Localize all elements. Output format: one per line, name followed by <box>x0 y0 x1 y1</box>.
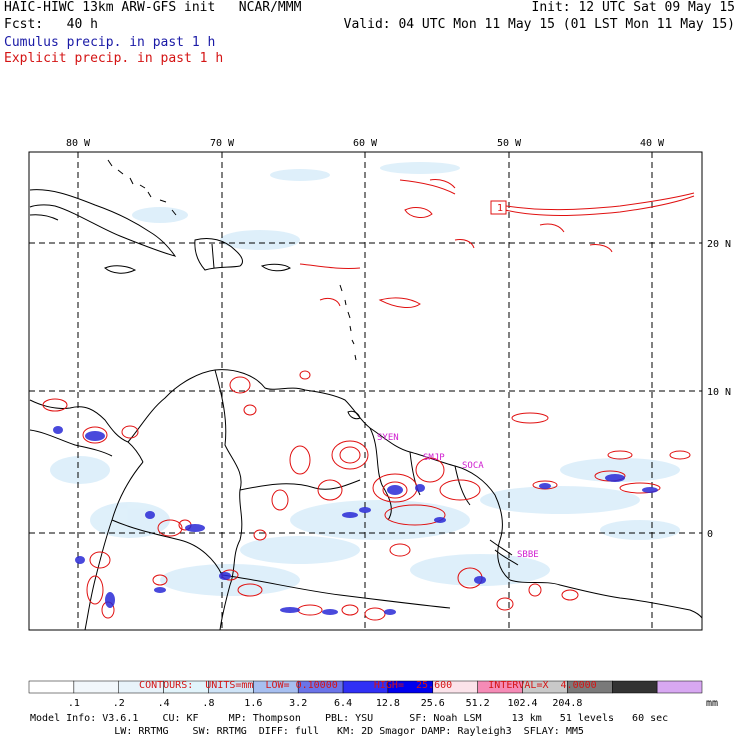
graticule <box>29 152 702 630</box>
contour-units: UNITS=mm <box>205 680 254 691</box>
colorbar-swatch <box>656 680 703 694</box>
cumulus-light-patches <box>50 162 680 596</box>
cumulus-precip <box>53 426 658 615</box>
colorbar-tick-label: 3.2 <box>289 698 308 709</box>
model-info-line1: Model Info: V3.6.1 CU: KF MP: Thompson P… <box>30 713 669 724</box>
coastlines <box>29 159 703 631</box>
plot-title: HAIC-HIWC 13km ARW-GFS init NCAR/MMM <box>4 0 302 15</box>
colorbar-tick-label: .8 <box>202 698 215 709</box>
colorbar <box>28 680 703 694</box>
init-time: Init: 12 UTC Sat 09 May 15 <box>531 0 736 15</box>
lat-label-20n: 20 N <box>707 239 731 250</box>
colorbar-swatch <box>612 680 658 694</box>
contour-high: HIGH= 25.600 <box>373 680 453 691</box>
colorbar-tick-label: 1.6 <box>244 698 263 709</box>
colorbar-tick-label: 102.4 <box>507 698 538 709</box>
valid-time: Valid: 04 UTC Mon 11 May 15 (01 LST Mon … <box>343 17 735 32</box>
lon-label-60w: 60 W <box>353 138 378 149</box>
station-labels: SYEN SMJP SOCA SBBE <box>377 433 539 560</box>
colorbar-tick-label: .4 <box>157 698 170 709</box>
contour-info: CONTOURS: UNITS=mm LOW= 0.10000 HIGH= 25… <box>127 668 597 692</box>
legend-cumulus: Cumulus precip. in past 1 h <box>4 35 216 50</box>
colorbar-tick-label: .1 <box>67 698 80 709</box>
station-soca: SOCA <box>462 461 484 471</box>
colorbar-tick-label: 204.8 <box>552 698 583 709</box>
colorbar-swatch <box>73 680 119 694</box>
lon-label-40w: 40 W <box>640 138 665 149</box>
latitude-labels: 20 N 10 N 0 <box>707 239 731 540</box>
station-marker-box <box>490 200 507 215</box>
colorbar-unit: mm <box>705 698 719 709</box>
lat-label-10n: 10 N <box>707 387 731 398</box>
forecast-hour: Fcst: 40 h <box>4 17 98 32</box>
lon-label-50w: 50 W <box>497 138 522 149</box>
lon-label-80w: 80 W <box>66 138 91 149</box>
colorbar-tick-label: 12.8 <box>375 698 400 709</box>
explicit-precip-contours <box>42 179 695 621</box>
lon-label-70w: 70 W <box>210 138 235 149</box>
station-marker-label: 1 <box>497 203 503 214</box>
contour-interval: INTERVAL=X 4.0000 <box>488 680 597 691</box>
station-sbbe: SBBE <box>517 550 539 560</box>
legend-explicit: Explicit precip. in past 1 h <box>4 51 224 66</box>
contours-label: CONTOURS: <box>139 680 194 691</box>
longitude-labels: 80 W 70 W 60 W 50 W 40 W <box>66 138 665 149</box>
colorbar-tick-label: .2 <box>112 698 125 709</box>
colorbar-swatch <box>28 680 75 694</box>
station-syen: SYEN <box>377 433 399 443</box>
lat-label-0: 0 <box>707 529 713 540</box>
contour-low: LOW= 0.10000 <box>265 680 338 691</box>
colorbar-tick-label: 51.2 <box>465 698 490 709</box>
station-smjp: SMJP <box>423 453 445 463</box>
model-info-line2: LW: RRTMG SW: RRTMG DIFF: full KM: 2D Sm… <box>30 726 584 737</box>
colorbar-tick-label: 25.6 <box>420 698 445 709</box>
colorbar-tick-label: 6.4 <box>334 698 353 709</box>
